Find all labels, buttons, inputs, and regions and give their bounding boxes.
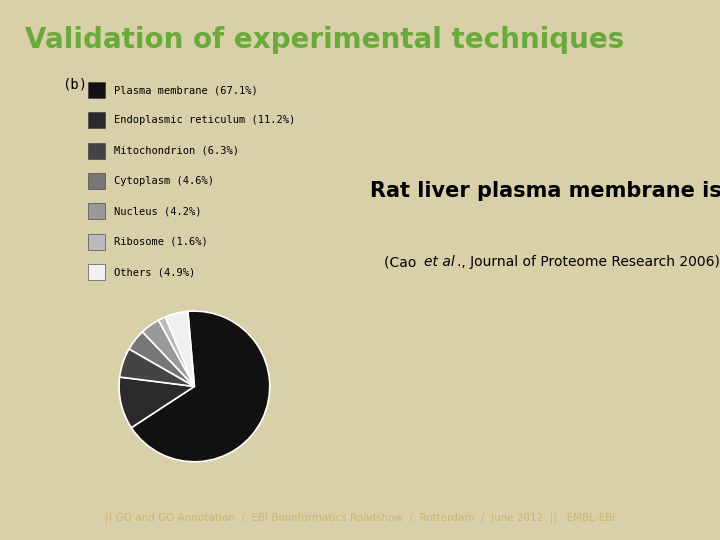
FancyBboxPatch shape	[88, 173, 105, 189]
Text: Rat liver plasma membrane isolation: Rat liver plasma membrane isolation	[370, 181, 720, 201]
Wedge shape	[119, 377, 194, 428]
FancyBboxPatch shape	[88, 204, 105, 219]
Text: (Cao: (Cao	[384, 255, 421, 269]
Text: (b): (b)	[62, 77, 87, 91]
FancyBboxPatch shape	[88, 264, 105, 280]
Text: Nucleus (4.2%): Nucleus (4.2%)	[114, 206, 202, 217]
Text: Validation of experimental techniques: Validation of experimental techniques	[24, 26, 624, 55]
Wedge shape	[166, 312, 194, 387]
Text: Mitochondrion (6.3%): Mitochondrion (6.3%)	[114, 146, 239, 156]
Wedge shape	[131, 311, 270, 462]
Text: ., Journal of Proteome Research 2006): ., Journal of Proteome Research 2006)	[456, 255, 720, 269]
Wedge shape	[158, 317, 194, 387]
Text: et al: et al	[424, 255, 455, 269]
Text: Others (4.9%): Others (4.9%)	[114, 267, 195, 277]
Text: || GO and GO Annotation  /  EBI Bioinformatics Roadshow  /  Rotterdam  /  June 2: || GO and GO Annotation / EBI Bioinforma…	[105, 513, 615, 523]
Text: Plasma membrane (67.1%): Plasma membrane (67.1%)	[114, 85, 258, 95]
Text: Ribosome (1.6%): Ribosome (1.6%)	[114, 237, 207, 247]
Wedge shape	[120, 349, 194, 387]
FancyBboxPatch shape	[88, 143, 105, 159]
FancyBboxPatch shape	[88, 234, 105, 249]
FancyBboxPatch shape	[88, 82, 105, 98]
Wedge shape	[143, 320, 194, 387]
Text: Endoplasmic reticulum (11.2%): Endoplasmic reticulum (11.2%)	[114, 116, 295, 125]
Wedge shape	[129, 332, 194, 387]
Text: Cytoplasm (4.6%): Cytoplasm (4.6%)	[114, 176, 214, 186]
FancyBboxPatch shape	[88, 112, 105, 129]
